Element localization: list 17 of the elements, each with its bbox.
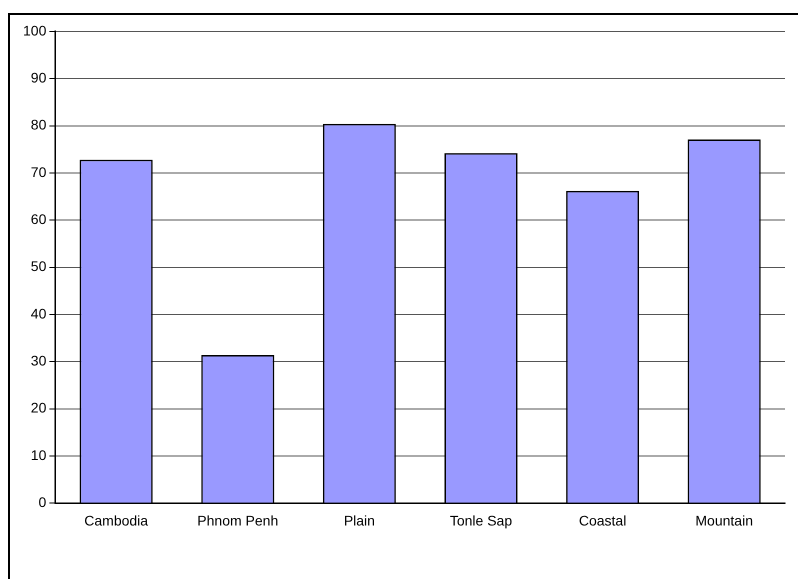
x-tick-label: Coastal xyxy=(578,512,626,528)
y-tick-label: 100 xyxy=(23,22,47,38)
x-tick-label: Phnom Penh xyxy=(197,512,278,528)
y-tick-label: 70 xyxy=(30,164,47,180)
y-tick-label: 40 xyxy=(30,305,47,322)
x-tick-label: Tonle Sap xyxy=(450,512,512,528)
y-tick-label: 10 xyxy=(30,446,47,463)
y-tick-label: 30 xyxy=(30,352,47,369)
y-tick-label: 90 xyxy=(30,69,47,86)
x-tick-label: Cambodia xyxy=(84,512,148,528)
y-tick-label: 50 xyxy=(30,258,47,274)
x-tick-label: Plain xyxy=(344,512,375,528)
y-tick-label: 60 xyxy=(30,210,47,227)
y-tick-label: 0 xyxy=(38,494,47,510)
x-tick-label: Mountain xyxy=(695,512,753,528)
y-tick-label: 80 xyxy=(30,116,47,133)
y-tick-label: 20 xyxy=(30,400,47,416)
